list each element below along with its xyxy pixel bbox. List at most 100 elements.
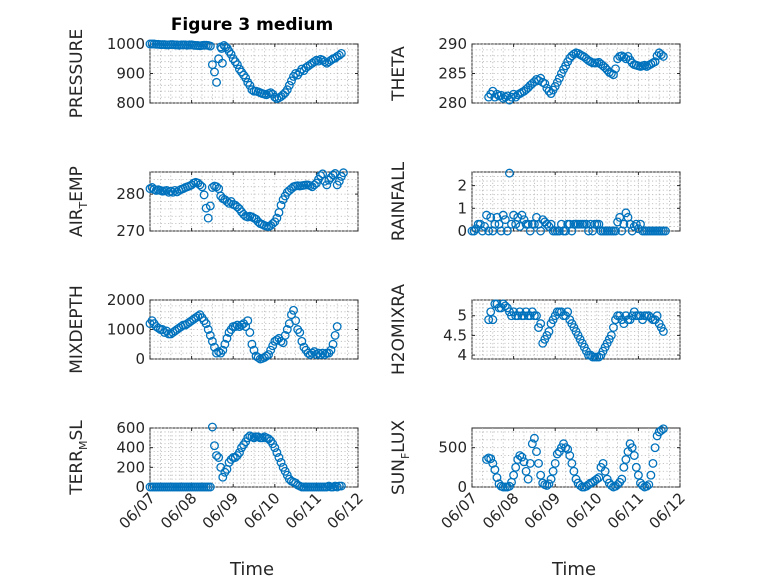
data-point	[598, 458, 608, 468]
x-tick-label: 06/10	[240, 489, 283, 532]
data-point	[486, 212, 496, 222]
y-tick-label: 800	[116, 94, 145, 112]
data-point	[488, 458, 498, 468]
y-tick-label: 1000	[107, 321, 145, 339]
x-tick-label: 06/12	[324, 489, 367, 532]
data-point	[532, 447, 541, 457]
data-point	[477, 226, 487, 236]
data-point	[160, 328, 170, 337]
data-point	[613, 480, 623, 490]
data-point	[328, 170, 338, 180]
y-axis-label: AIRTEMP	[67, 166, 90, 237]
data-point	[247, 339, 257, 349]
subplot-3: 270 280 AIRTEMP	[67, 166, 359, 240]
x-tick-label: 06/12	[646, 489, 689, 532]
y-axis-label: RAINFALL	[389, 161, 409, 241]
data-point	[617, 474, 627, 484]
data-point	[646, 313, 656, 323]
data-point	[488, 315, 498, 325]
data-point	[515, 222, 525, 231]
data-point	[303, 348, 313, 358]
data-point	[276, 457, 286, 467]
data-point	[496, 226, 506, 236]
data-point	[606, 330, 616, 340]
series-markers	[145, 39, 346, 104]
data-point	[232, 60, 242, 70]
data-point	[536, 319, 546, 329]
data-point	[552, 77, 562, 87]
data-point	[656, 425, 666, 435]
data-point	[527, 439, 537, 449]
data-point	[498, 210, 508, 220]
y-tick-label: 0	[135, 478, 145, 496]
series-markers	[484, 299, 668, 362]
data-point	[550, 458, 560, 468]
x-tick-label: 06/09	[199, 489, 242, 532]
data-point	[627, 443, 637, 453]
data-point	[247, 85, 257, 95]
data-point	[575, 480, 585, 490]
subplot-5: 0 1000 2000 MIXDEPTH	[67, 285, 359, 374]
data-point	[274, 453, 284, 462]
data-point	[268, 219, 278, 229]
data-point	[205, 201, 215, 211]
data-point	[540, 79, 550, 88]
data-point	[336, 48, 346, 58]
data-point	[212, 451, 222, 460]
data-point	[492, 473, 502, 483]
data-point	[230, 322, 240, 331]
y-tick-label: 0	[457, 222, 467, 240]
data-point	[320, 57, 330, 67]
data-point	[542, 219, 552, 229]
data-point	[286, 310, 296, 320]
x-tick-label: 06/11	[282, 489, 325, 532]
data-point	[486, 307, 496, 317]
data-point	[314, 56, 323, 66]
data-point	[486, 454, 496, 464]
data-point	[284, 80, 294, 90]
grid	[471, 299, 681, 360]
data-point	[536, 226, 546, 236]
data-point	[542, 480, 552, 490]
data-point	[594, 473, 604, 483]
data-point	[336, 481, 346, 491]
data-point	[222, 333, 232, 343]
data-point	[500, 215, 510, 225]
data-point	[509, 470, 519, 480]
data-point	[205, 41, 215, 51]
data-point	[621, 208, 631, 218]
data-point	[197, 182, 207, 192]
data-point	[644, 480, 654, 490]
data-point	[243, 316, 253, 326]
data-point	[507, 219, 516, 229]
data-point	[226, 49, 236, 59]
data-point	[291, 316, 301, 326]
y-tick-label: 2	[457, 177, 467, 195]
data-point	[272, 448, 282, 458]
data-point	[638, 480, 648, 490]
data-point	[224, 198, 234, 208]
data-point	[502, 91, 512, 101]
y-axis-label: TERRMSL	[67, 420, 90, 496]
data-point	[502, 226, 512, 236]
data-point	[245, 328, 255, 337]
y-axis-label: PRESSURE	[67, 29, 87, 118]
data-point	[309, 180, 319, 190]
data-point	[266, 345, 276, 355]
data-point	[210, 441, 219, 451]
data-point	[249, 345, 259, 355]
subplot-4: 0 1 2 RAINFALL	[389, 161, 681, 241]
data-point	[561, 443, 571, 453]
data-point	[245, 80, 255, 90]
data-point	[565, 451, 575, 460]
data-point	[633, 470, 643, 480]
data-point	[203, 213, 213, 223]
data-point	[210, 67, 219, 77]
data-point	[658, 51, 668, 61]
data-point	[611, 64, 620, 74]
data-point	[207, 336, 217, 346]
y-tick-label: 500	[438, 439, 467, 457]
data-point	[195, 180, 205, 190]
data-point	[291, 69, 301, 78]
